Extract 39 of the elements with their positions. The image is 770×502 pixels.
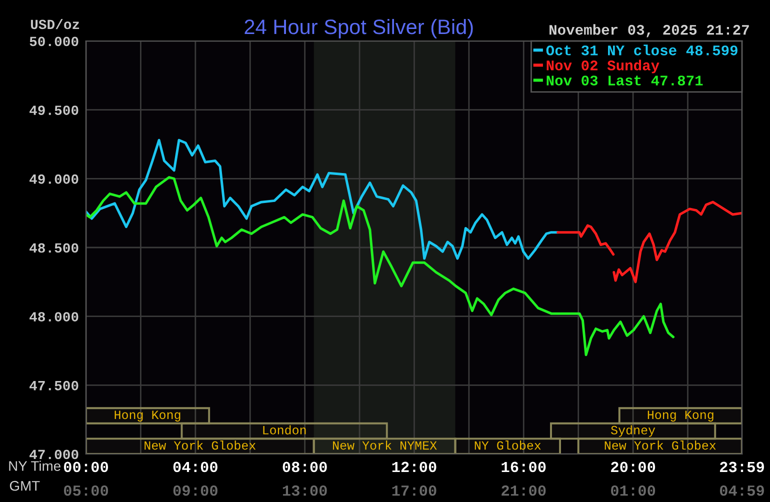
chart-title: 24 Hour Spot Silver (Bid) (244, 18, 473, 38)
x-tick-label: 12:00 (392, 462, 436, 472)
series-label: Hong Kong (648, 410, 714, 422)
series-label: NY Globex (474, 440, 541, 450)
x2-tick-label: 13:00 (282, 485, 327, 496)
series-label: Sydney (611, 425, 656, 437)
series-label: New York Globex (604, 440, 716, 450)
y-tick-label: 48.500 (30, 243, 78, 253)
x-tick-label: 08:00 (282, 462, 327, 472)
x2-tick-label: 05:00 (64, 485, 108, 496)
x-tick-label: 20:00 (611, 462, 656, 472)
line-series (86, 138, 560, 260)
series-label: New York NYMEX (333, 440, 437, 450)
x-tick-label: 04:00 (173, 462, 218, 472)
x2-tick-label: 04:59 (720, 485, 764, 496)
legend-label: Oct 31 NY close 48.599 (546, 44, 738, 56)
y-tick-label: 47.500 (30, 380, 78, 390)
y-tick-label: 50.000 (30, 36, 78, 46)
y-tick-label: 49.500 (30, 106, 78, 116)
x-axis-title: NY Time (9, 460, 60, 471)
x2-tick-label: 01:00 (611, 485, 656, 496)
legend-label: Nov 03 Last 47.871 (546, 76, 703, 86)
series-label: London (263, 425, 306, 434)
x-tick-label: 16:00 (502, 462, 546, 472)
line-series (86, 176, 675, 356)
y-axis-title: USD/oz (30, 18, 80, 30)
x2-tick-label: 21:00 (502, 485, 546, 496)
chart-subtitle: November 03, 2025 21:27 (550, 24, 749, 38)
legend-label: Nov 02 Sunday (546, 60, 660, 74)
x-tick-label: 00:00 (64, 462, 108, 472)
y-tick-label: 49.000 (30, 174, 78, 184)
y-tick-label: 48.000 (30, 312, 78, 322)
x2-tick-label: 09:00 (173, 485, 218, 496)
x2-tick-label: 17:00 (392, 485, 436, 496)
y-tick-label: 47.000 (30, 450, 78, 460)
x-tick-label: 23:59 (720, 462, 764, 472)
x2-axis-title: GMT (10, 480, 40, 491)
series-label: Hong Kong (114, 410, 180, 422)
series-label: New York Globex (144, 440, 256, 450)
